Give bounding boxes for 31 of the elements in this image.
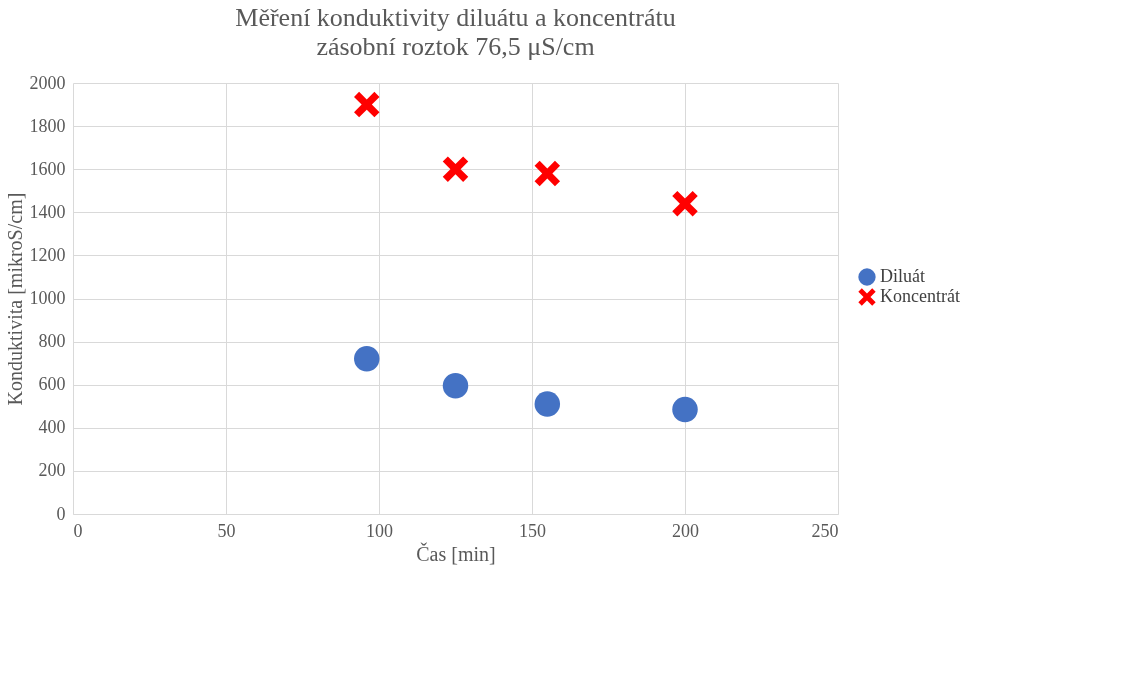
point (442, 156, 469, 182)
legend-label: Koncentrát (880, 286, 960, 306)
x-tick-label: 0 (73, 520, 83, 541)
point (672, 190, 698, 217)
point (442, 373, 469, 399)
x-tick-label: 250 (811, 520, 839, 541)
point (534, 391, 561, 417)
y-tick-label: 0 (56, 503, 66, 524)
point (354, 91, 380, 118)
y-tick-label: 2000 (29, 72, 66, 93)
y-tick-label: 1200 (29, 244, 66, 265)
y-tick-label: 600 (38, 374, 66, 395)
y-tick-label: 400 (38, 417, 66, 438)
y-axis-title: Konduktivita [mikroS/cm] (3, 192, 26, 406)
point (354, 346, 380, 372)
point (534, 160, 561, 187)
y-tick-label: 800 (38, 331, 66, 352)
point (672, 396, 698, 423)
legend-label: Diluát (880, 266, 925, 286)
x-tick-label: 200 (672, 520, 699, 541)
x-tick-label: 50 (217, 520, 236, 541)
x-axis-title: Čas [min] (416, 541, 496, 565)
y-tick-label: 1400 (29, 201, 66, 222)
y-tick-label: 1800 (29, 115, 66, 136)
chart-subtitle: zásobní roztok 76,5 μS/cm (316, 32, 595, 61)
y-tick-label: 1600 (29, 158, 66, 179)
chart-title: Měření konduktivity diluátu a koncentrátu (235, 3, 676, 32)
x-tick-label: 150 (519, 520, 546, 541)
x-tick-label: 100 (366, 520, 393, 541)
y-tick-label: 200 (38, 460, 66, 481)
y-tick-label: 1000 (29, 288, 66, 308)
